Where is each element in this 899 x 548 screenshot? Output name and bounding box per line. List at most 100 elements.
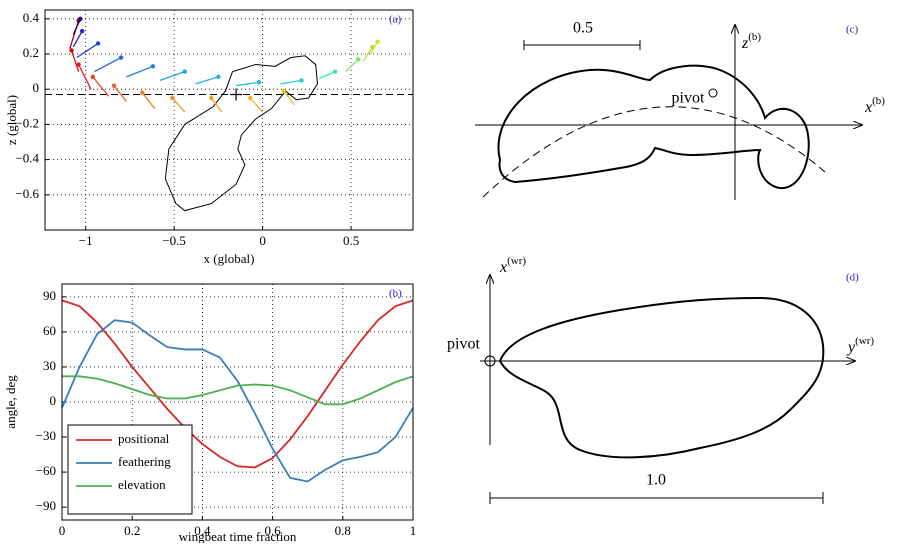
x-tick-label: 0.2: [124, 523, 140, 538]
x-tick-label: −1: [79, 233, 93, 248]
series-line: [62, 375, 414, 406]
wing-stick: [76, 42, 99, 59]
wing-stick: [141, 92, 156, 109]
wing-root: [355, 57, 361, 62]
wing-root: [332, 69, 338, 74]
wing-stick: [70, 50, 80, 72]
y-tick-label: −90: [36, 498, 56, 513]
legend-label: elevation: [118, 477, 166, 492]
wing-stick: [195, 76, 219, 85]
wing-root: [216, 74, 221, 80]
wing-stick: [345, 58, 359, 73]
diagram-d: pivot x(wr) y(wr) (d) 1.0: [447, 255, 874, 504]
axis-label: z(b): [741, 31, 761, 52]
scale-label: 1.0: [646, 472, 666, 489]
diagram-c: 0.5 pivot z(b) x(b) (c): [475, 20, 885, 200]
y-tick-label: 0: [50, 393, 57, 408]
x-tick-label: 0.5: [343, 233, 359, 248]
axis-name: z: [741, 35, 749, 52]
series-line: [61, 319, 414, 483]
legend-label: feathering: [118, 454, 171, 469]
panel-label: (c): [846, 24, 859, 36]
wing-outline: [498, 296, 825, 459]
y-axis-label: angle, deg: [3, 375, 18, 429]
wing-stick: [171, 97, 186, 113]
axis-sup: (wr): [507, 255, 526, 267]
wing-stick: [92, 76, 110, 97]
y-tick-label: −0.6: [15, 186, 39, 201]
wing-root: [69, 48, 74, 53]
axes-frame: [61, 283, 414, 521]
wing-stick: [210, 97, 223, 113]
axis-label: x(b): [864, 95, 885, 116]
wing-stick: [78, 64, 92, 90]
wing-root: [118, 55, 124, 60]
x-axis-label: wingbeat time fraction: [179, 529, 297, 543]
wing-root: [182, 69, 187, 74]
axis-name: x: [499, 259, 507, 276]
wing-stick: [235, 81, 260, 87]
wing-stick: [113, 85, 127, 102]
wing-root: [90, 74, 95, 80]
x-tick-label: 0: [59, 523, 66, 538]
wing-root: [150, 64, 156, 69]
wing-stick: [249, 97, 264, 113]
axis-label: y(wr): [846, 335, 874, 356]
wing-root: [170, 95, 175, 101]
dashed-arc: [482, 106, 826, 198]
axis-label: x(wr): [499, 255, 526, 276]
pivot: [484, 355, 496, 367]
pivot-label: pivot: [672, 90, 705, 107]
wing-stick: [283, 90, 295, 106]
plot-area: [45, 10, 413, 230]
axes-frame: [44, 9, 414, 231]
y-tick-label: 0.2: [23, 45, 39, 60]
x-tick-label: 0.4: [194, 523, 211, 538]
wing-root: [256, 79, 262, 85]
y-tick-label: −60: [36, 463, 56, 478]
legend-label: positional: [118, 431, 170, 446]
axis-name: x: [864, 99, 872, 116]
pivot-label: pivot: [447, 336, 480, 353]
wing-root: [375, 39, 380, 44]
wing-stick: [72, 30, 83, 48]
wing-root: [248, 95, 253, 101]
wing-root: [79, 28, 85, 34]
wing-stick: [94, 56, 122, 73]
y-tick-label: −30: [36, 428, 56, 443]
wing-root: [111, 83, 117, 88]
x-tick-label: 0.6: [264, 523, 281, 538]
y-tick-label: 0.4: [23, 10, 40, 25]
wing-stick: [362, 46, 373, 62]
x-tick-label: −0.5: [162, 233, 186, 248]
axis-name: y: [846, 339, 856, 356]
y-axis-label: z (global): [4, 95, 19, 145]
panel: −1 −0.5 0 0.5 −0.6 −0.4 −0.2 0 0.2 0.4 x (global) z…: [4, 9, 414, 266]
y-tick-label: 30: [43, 358, 56, 373]
x-axis-label: x (global): [204, 251, 255, 266]
axis-sup: (b): [872, 95, 885, 107]
pivot: [708, 88, 718, 98]
panel-label: (a): [389, 14, 402, 26]
wing-root: [95, 41, 101, 46]
axis-sup: (b): [748, 31, 761, 43]
y-tick-label: −0.4: [15, 151, 39, 166]
x-tick-label: 0.8: [335, 523, 351, 538]
wing-root: [281, 88, 287, 94]
y-tick-label: 60: [43, 323, 56, 338]
wing-stick: [159, 70, 185, 82]
wing-stick: [280, 79, 302, 85]
panel: 0 0.2 0.4 0.6 0.8 1 −90 −60 −30 0 30 60 90 wingbeat t…: [3, 283, 416, 544]
wing-root: [209, 95, 214, 101]
pivot-marker: [230, 88, 243, 101]
wing-root: [299, 78, 304, 83]
wing-outline: [497, 64, 810, 190]
outline: [164, 55, 318, 212]
y-tick-label: 0: [33, 80, 40, 95]
wing-stick: [318, 71, 336, 80]
wing-stick: [369, 41, 379, 55]
wing-stick: [126, 65, 154, 78]
wing-stick: [72, 18, 81, 35]
axis-sup: (wr): [855, 335, 874, 347]
